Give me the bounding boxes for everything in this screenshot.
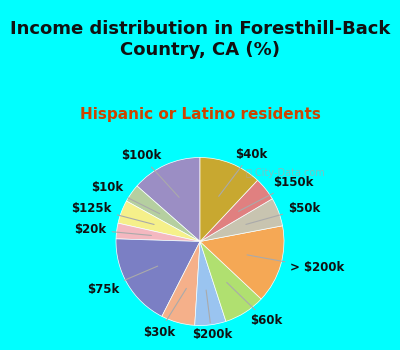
Text: $125k: $125k <box>72 202 154 224</box>
Text: $200k: $200k <box>192 290 232 341</box>
Wedge shape <box>116 239 200 316</box>
Text: $30k: $30k <box>143 288 186 339</box>
Text: $50k: $50k <box>246 202 320 224</box>
Text: > $200k: > $200k <box>247 255 344 274</box>
Text: Income distribution in Foresthill-Back
Country, CA (%): Income distribution in Foresthill-Back C… <box>10 20 390 58</box>
Wedge shape <box>195 241 226 326</box>
Wedge shape <box>200 199 282 241</box>
Text: $75k: $75k <box>87 266 158 296</box>
Wedge shape <box>162 241 200 326</box>
Text: $10k: $10k <box>91 181 160 214</box>
Wedge shape <box>126 186 200 242</box>
Text: $40k: $40k <box>219 148 267 196</box>
Text: Hispanic or Latino residents: Hispanic or Latino residents <box>80 107 320 122</box>
Text: $60k: $60k <box>227 282 283 328</box>
Wedge shape <box>200 241 261 321</box>
Wedge shape <box>118 201 200 241</box>
Wedge shape <box>116 223 200 242</box>
Text: ⓘ City-Data.com: ⓘ City-Data.com <box>246 168 325 178</box>
Wedge shape <box>137 158 200 241</box>
Text: $150k: $150k <box>238 176 314 211</box>
Wedge shape <box>200 226 284 299</box>
Text: $100k: $100k <box>121 149 179 197</box>
Text: $20k: $20k <box>74 223 152 236</box>
Wedge shape <box>200 158 258 241</box>
Wedge shape <box>200 180 272 241</box>
